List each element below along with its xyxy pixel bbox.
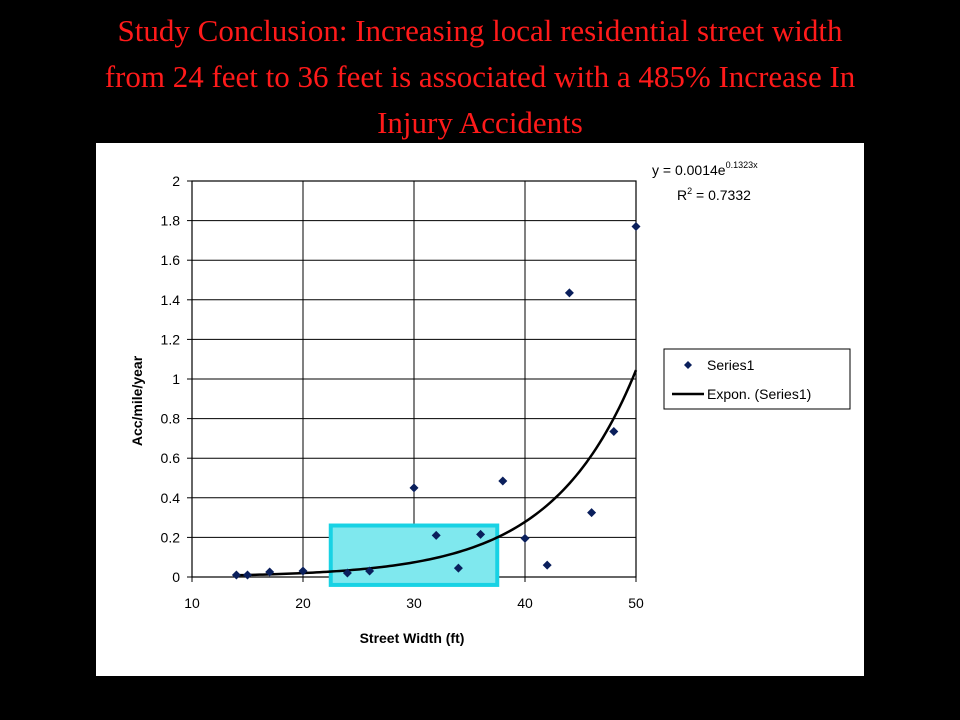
x-tick-label: 40 (517, 595, 533, 611)
data-point (453, 563, 463, 573)
data-point (342, 568, 352, 578)
legend: Series1 Expon. (Series1) (663, 348, 851, 410)
y-tick-label: 2 (172, 173, 180, 189)
r2-value: = 0.7332 (692, 187, 751, 203)
y-tick-label: 0.4 (161, 490, 181, 506)
y-tick-label: 1.6 (161, 252, 181, 268)
y-tick-label: 0.6 (161, 450, 181, 466)
y-tick-label: 1 (172, 371, 180, 387)
legend-label-series1: Series1 (707, 357, 755, 373)
data-point (431, 530, 441, 540)
equation-exponent: 0.1323x (726, 160, 759, 170)
r2-prefix: R (677, 187, 687, 203)
title-line-2: from 24 feet to 36 feet is associated wi… (104, 59, 856, 94)
r-squared: R2 = 0.7332 (677, 186, 751, 203)
highlight-layer (328, 523, 500, 587)
slide-title: Study Conclusion: Increasing local resid… (0, 8, 960, 146)
data-point (520, 533, 530, 543)
y-tick-label: 1.8 (161, 213, 181, 229)
trend-equation: y = 0.0014e0.1323x (652, 160, 758, 178)
chart-panel: 0 0.2 0.4 0.6 0.8 1 1.2 1.4 1.6 1.8 2 10 20 30 40 50 St… (96, 143, 864, 676)
highlight-box (328, 523, 500, 587)
x-tick-label: 30 (406, 595, 422, 611)
x-tick-label: 50 (628, 595, 644, 611)
data-points (231, 222, 641, 580)
data-point (409, 483, 419, 493)
legend-marker-series1 (684, 361, 692, 369)
scatter-chart: 0 0.2 0.4 0.6 0.8 1 1.2 1.4 1.6 1.8 2 10 20 30 40 50 St… (129, 160, 851, 646)
data-point (609, 426, 619, 436)
legend-box (663, 348, 851, 410)
data-point (231, 570, 241, 580)
y-tick-label: 0.8 (161, 411, 181, 427)
grid-lines (187, 180, 637, 582)
y-tick-label: 1.4 (161, 292, 181, 308)
x-axis-title: Street Width (ft) (360, 630, 465, 646)
equation-prefix: y = 0.0014e (652, 162, 726, 178)
x-tick-label: 20 (295, 595, 311, 611)
data-point (631, 222, 641, 232)
data-point (243, 570, 252, 580)
y-tick-label: 0 (172, 569, 180, 585)
title-line-1: Study Conclusion: Increasing local resid… (117, 13, 843, 48)
x-tick-label: 10 (184, 595, 200, 611)
r2-superscript: 2 (687, 186, 692, 196)
data-point (542, 560, 552, 570)
y-tick-label: 0.2 (161, 529, 181, 545)
y-axis-title: Acc/mile/year (129, 355, 145, 446)
data-point (265, 567, 275, 577)
data-point (365, 566, 375, 576)
data-point (564, 288, 574, 298)
data-point (298, 566, 308, 576)
data-point (498, 476, 508, 486)
y-tick-label: 1.2 (161, 331, 181, 347)
title-line-3: Injury Accidents (377, 105, 583, 140)
data-point (476, 529, 486, 539)
tick-labels: 0 0.2 0.4 0.6 0.8 1 1.2 1.4 1.6 1.8 2 10 20 30 40 50 (161, 173, 644, 611)
data-point (587, 508, 597, 518)
legend-label-trend: Expon. (Series1) (707, 386, 811, 402)
